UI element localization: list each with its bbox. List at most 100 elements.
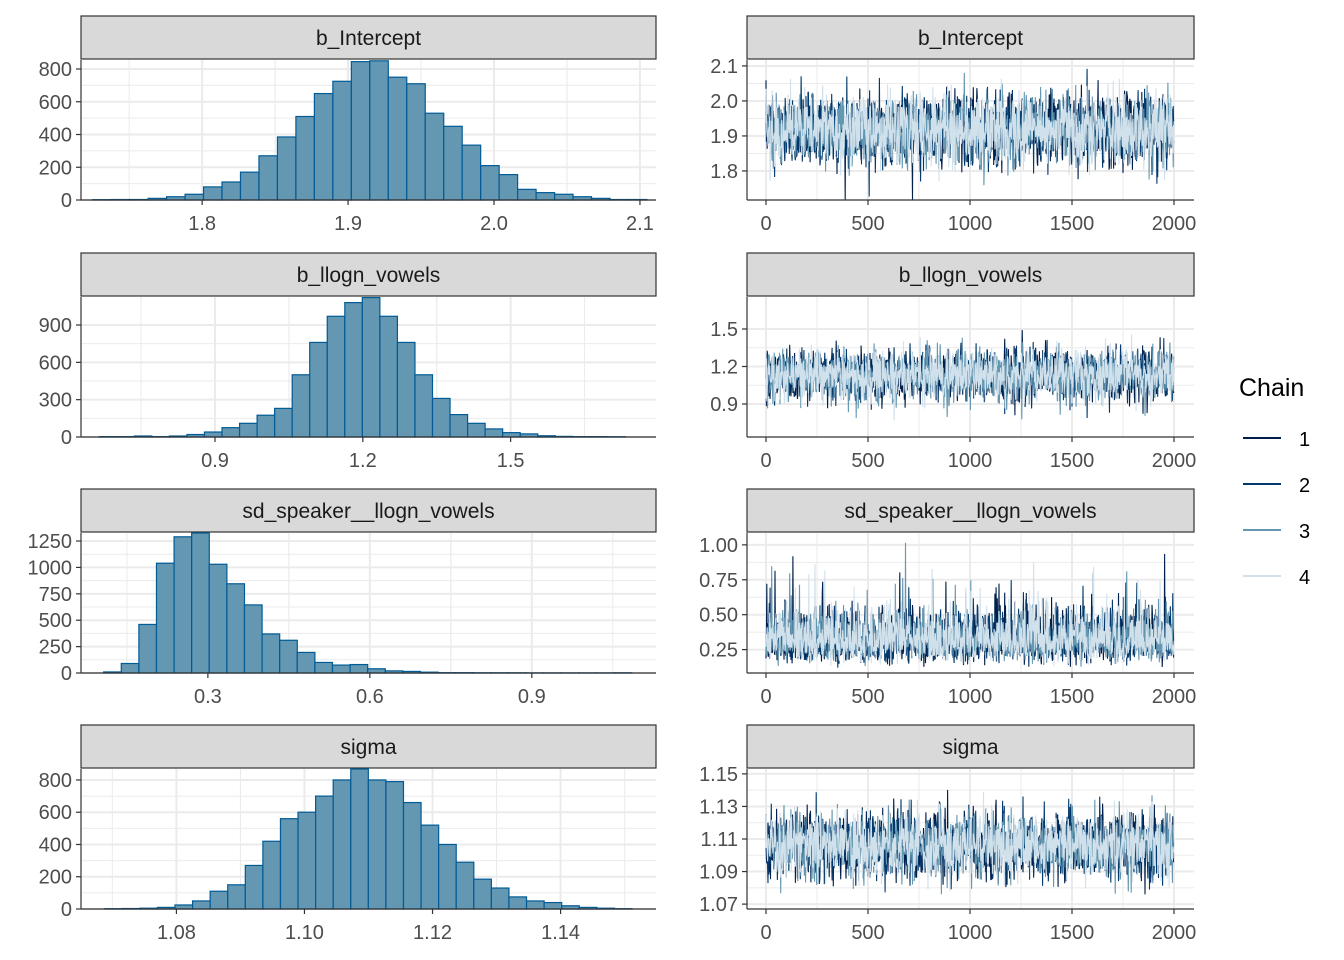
trace-strip xyxy=(746,724,1195,769)
y-tick-label: 1.09 xyxy=(699,862,738,884)
histogram-bar xyxy=(466,422,486,438)
histogram-bar xyxy=(184,193,205,201)
y-tick-label: 0 xyxy=(61,663,72,685)
histogram-bar xyxy=(313,92,334,201)
x-tick-label: 2000 xyxy=(1152,686,1197,708)
y-tick-label: 600 xyxy=(39,802,72,824)
y-tick-label: 1.9 xyxy=(710,126,738,148)
histogram-bar xyxy=(490,887,510,910)
histogram-bar xyxy=(120,662,140,674)
histogram-strip-title: sd_speaker__llogn_vowels xyxy=(242,500,494,523)
histogram-bar xyxy=(296,651,316,674)
y-tick-label: 1.00 xyxy=(699,535,738,557)
histogram-strip xyxy=(80,15,657,60)
y-tick-label: 250 xyxy=(39,637,72,659)
histogram-strip xyxy=(80,252,657,297)
y-tick-label: 400 xyxy=(39,834,72,856)
x-tick-label: 0 xyxy=(760,213,771,235)
x-tick-label: 500 xyxy=(851,922,884,944)
histogram-strip-title: sigma xyxy=(340,736,396,759)
y-tick-label: 600 xyxy=(39,92,72,114)
trace-panel: sd_speaker__llogn_vowels 0.25 0.50 0.75 1.00… xyxy=(699,488,1197,708)
histogram-bar xyxy=(349,663,369,674)
x-tick-label: 0 xyxy=(760,686,771,708)
histogram-bar xyxy=(138,623,158,674)
y-tick-label: 1.8 xyxy=(710,161,738,183)
trace-strip-title: b_Intercept xyxy=(918,27,1023,50)
x-tick-label: 0 xyxy=(760,450,771,472)
x-tick-label: 0.6 xyxy=(356,686,384,708)
x-tick-label: 1.08 xyxy=(157,922,196,944)
x-tick-label: 1.8 xyxy=(188,213,216,235)
trace-strip xyxy=(746,252,1195,297)
histogram-bar xyxy=(508,896,528,910)
histogram-strip xyxy=(80,488,657,533)
trace-panel: sigma 1.07 1.09 1.11 1.13 1.15 0 500 1000 1500 200… xyxy=(699,724,1196,944)
legend-title: Chain xyxy=(1239,374,1304,402)
x-tick-label: 1500 xyxy=(1050,686,1095,708)
x-tick-label: 1500 xyxy=(1050,213,1095,235)
x-tick-label: 2.0 xyxy=(480,213,508,235)
histogram-bar xyxy=(244,864,264,910)
trace-line-chain-4 xyxy=(765,792,1175,891)
x-tick-label: 500 xyxy=(851,213,884,235)
histogram-strip-title: b_Intercept xyxy=(316,27,421,50)
histogram-panel: b_Intercept 0 200 400 600 800 1.8 1.9 2.0 2.1 xyxy=(39,15,657,235)
x-tick-label: 0 xyxy=(760,922,771,944)
histogram-bar xyxy=(227,884,246,910)
trace-line-chain-4 xyxy=(765,334,1175,421)
x-tick-label: 1.12 xyxy=(413,922,452,944)
histogram-bar xyxy=(291,374,311,438)
histogram-bar xyxy=(202,186,223,201)
histogram-bar xyxy=(191,900,211,910)
x-tick-label: 0.9 xyxy=(201,450,229,472)
x-tick-label: 1000 xyxy=(948,213,993,235)
histogram-bar xyxy=(553,193,574,201)
histogram-bar xyxy=(424,112,445,201)
histogram-bar xyxy=(209,890,229,910)
histogram-bar xyxy=(396,341,416,438)
y-tick-label: 0 xyxy=(61,427,72,449)
histogram-bar xyxy=(406,83,426,201)
legend-label: 3 xyxy=(1299,521,1310,543)
x-tick-label: 2000 xyxy=(1152,450,1197,472)
histogram-bar xyxy=(332,80,352,201)
histogram-bar xyxy=(279,639,298,674)
y-tick-label: 1000 xyxy=(28,557,73,579)
histogram-bar xyxy=(326,315,346,438)
y-tick-label: 200 xyxy=(39,157,72,179)
histogram-bar xyxy=(431,397,451,438)
histogram-bar xyxy=(155,562,175,674)
trace-line-chain-4 xyxy=(765,562,1175,667)
histogram-bar xyxy=(361,297,381,438)
y-tick-label: 1.2 xyxy=(710,357,738,379)
histogram-bar xyxy=(274,407,293,438)
histogram-bar xyxy=(331,664,351,674)
histogram-bar xyxy=(387,76,408,201)
histogram-bar xyxy=(314,661,334,674)
x-tick-label: 1.2 xyxy=(349,450,377,472)
legend-label: 2 xyxy=(1299,475,1310,497)
histogram-bar xyxy=(262,840,282,910)
histogram-bar xyxy=(449,414,469,438)
histogram-bar xyxy=(173,536,193,674)
y-tick-label: 750 xyxy=(39,584,72,606)
y-tick-label: 1250 xyxy=(28,531,73,553)
histogram-bar xyxy=(385,780,405,910)
histogram-bar xyxy=(517,188,537,201)
trace-strip xyxy=(746,488,1195,533)
y-tick-label: 400 xyxy=(39,125,72,147)
trace-strip-title: b_llogn_vowels xyxy=(899,264,1043,287)
y-tick-label: 1.15 xyxy=(699,764,738,786)
y-tick-label: 200 xyxy=(39,867,72,889)
histogram-bar xyxy=(484,428,504,438)
legend-label: 1 xyxy=(1299,429,1310,451)
x-tick-label: 500 xyxy=(851,450,884,472)
histogram-bar xyxy=(315,795,334,910)
histogram-bar xyxy=(461,144,482,201)
x-tick-label: 2000 xyxy=(1152,213,1197,235)
trace-strip xyxy=(746,15,1195,60)
histogram-bar xyxy=(369,60,389,201)
trace-line-chain-3 xyxy=(765,542,1175,667)
histogram-bar xyxy=(379,315,399,438)
